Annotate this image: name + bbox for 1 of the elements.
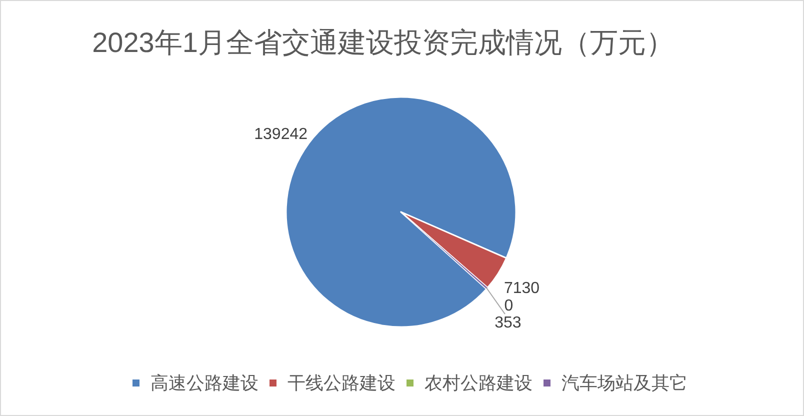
chart-title: 2023年1月全省交通建设投资完成情况（万元） bbox=[92, 27, 674, 58]
